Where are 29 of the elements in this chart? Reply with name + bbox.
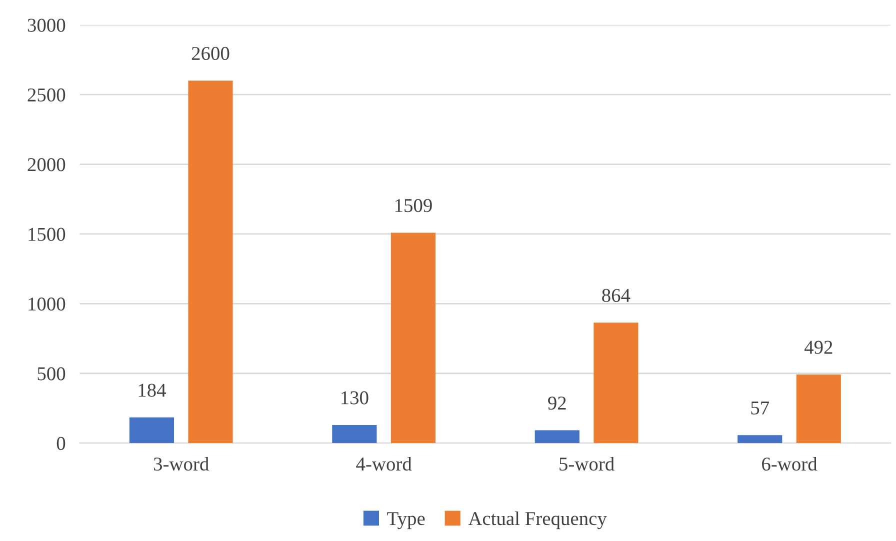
data-label: 492 [804, 340, 832, 354]
legend-label: Actual Frequency [468, 511, 607, 530]
data-label: 864 [602, 288, 630, 302]
y-tick-label: 0 [56, 436, 66, 450]
x-tick-label: 3-word [154, 456, 209, 471]
bar [188, 80, 233, 444]
data-label: 57 [751, 402, 770, 415]
data-label: 2600 [192, 46, 230, 60]
y-tick-label: 500 [38, 367, 66, 380]
data-label: 130 [342, 391, 368, 404]
bar [738, 435, 782, 444]
data-label: 1509 [395, 198, 432, 212]
legend-label: Type [387, 512, 425, 530]
bar [332, 424, 377, 444]
data-label: 92 [548, 396, 566, 410]
data-label: 184 [138, 384, 166, 397]
y-tick-label: 1000 [28, 297, 66, 311]
x-tick-label: 5-word [560, 456, 614, 471]
x-tick-label: 6-word [762, 456, 818, 471]
bar [390, 232, 436, 444]
y-tick-label: 1500 [28, 228, 66, 241]
bar [594, 322, 638, 444]
bar [796, 374, 841, 444]
y-tick-label: 2000 [28, 158, 66, 172]
bar [534, 430, 580, 444]
bar [129, 417, 174, 444]
y-tick-label: 2500 [28, 88, 66, 102]
x-tick-label: 4-word [356, 456, 412, 471]
y-tick-label: 3000 [28, 18, 66, 32]
